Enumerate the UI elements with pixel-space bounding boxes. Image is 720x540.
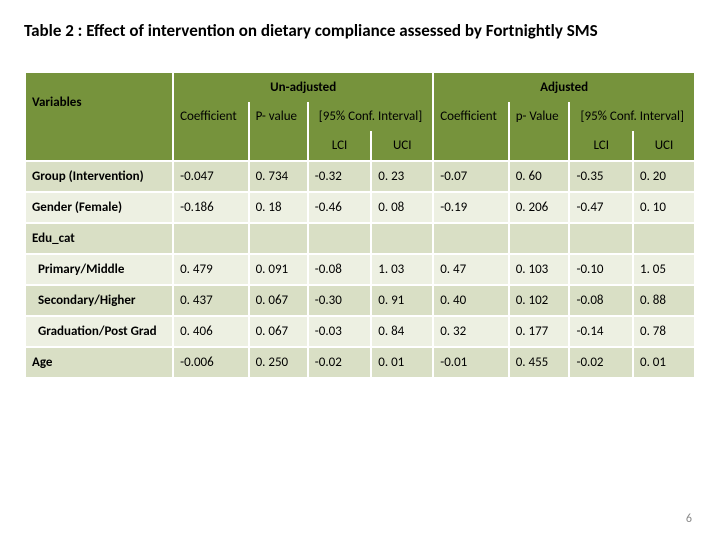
cell-value: 0. 479 — [173, 254, 248, 285]
cell-value: 0. 103 — [509, 254, 570, 285]
cell-value: 0. 177 — [509, 316, 570, 347]
data-table: Variables Un-adjusted Adjusted Coefficie… — [24, 71, 696, 379]
cell-value: -0.14 — [569, 316, 633, 347]
cell-value: 0. 01 — [633, 347, 695, 378]
header-p-un: P- value — [249, 102, 308, 131]
cell-value: 0. 47 — [433, 254, 508, 285]
row-label: Group (Intervention) — [25, 161, 173, 192]
header-coef-adj: Coefficient — [433, 102, 508, 131]
header-p-adj: p- Value — [509, 102, 570, 131]
cell-value: 0. 091 — [249, 254, 308, 285]
cell-value: 0. 78 — [633, 316, 695, 347]
cell-value: 0. 067 — [249, 285, 308, 316]
cell-value — [173, 223, 248, 254]
row-label: Edu_cat — [25, 223, 173, 254]
table-body: Group (Intervention)-0.0470. 734-0.320. … — [25, 161, 695, 378]
cell-value: 0. 23 — [371, 161, 433, 192]
cell-value: -0.08 — [569, 285, 633, 316]
cell-value: -0.08 — [308, 254, 372, 285]
cell-value: -0.047 — [173, 161, 248, 192]
cell-value — [249, 223, 308, 254]
header-lci-adj: LCI — [569, 131, 633, 161]
cell-value: 1. 05 — [633, 254, 695, 285]
cell-value: 0. 40 — [433, 285, 508, 316]
cell-value: 0. 18 — [249, 192, 308, 223]
cell-value: 0. 406 — [173, 316, 248, 347]
cell-value: -0.30 — [308, 285, 372, 316]
cell-value: 0. 437 — [173, 285, 248, 316]
table-row: Group (Intervention)-0.0470. 734-0.320. … — [25, 161, 695, 192]
cell-value: 0. 20 — [633, 161, 695, 192]
cell-value: 0. 102 — [509, 285, 570, 316]
cell-value: 0. 91 — [371, 285, 433, 316]
cell-value: -0.46 — [308, 192, 372, 223]
cell-value: -0.35 — [569, 161, 633, 192]
row-label: Graduation/Post Grad — [25, 316, 173, 347]
cell-value: -0.19 — [433, 192, 508, 223]
cell-value — [509, 223, 570, 254]
cell-value: -0.10 — [569, 254, 633, 285]
cell-value: 0. 734 — [249, 161, 308, 192]
row-label: Primary/Middle — [25, 254, 173, 285]
cell-value: 0. 32 — [433, 316, 508, 347]
header-ci-un: [95% Conf. Interval] — [308, 102, 433, 131]
cell-value: -0.01 — [433, 347, 508, 378]
header-coef-un: Coefficient — [173, 102, 248, 131]
cell-value — [308, 223, 372, 254]
cell-value — [433, 223, 508, 254]
row-label: Age — [25, 347, 173, 378]
header-variables: Variables — [25, 72, 173, 131]
cell-value: -0.186 — [173, 192, 248, 223]
cell-value: -0.47 — [569, 192, 633, 223]
cell-value — [371, 223, 433, 254]
cell-value: 0. 067 — [249, 316, 308, 347]
row-label: Gender (Female) — [25, 192, 173, 223]
table-row: Gender (Female)-0.1860. 18-0.460. 08-0.1… — [25, 192, 695, 223]
table-row: Primary/Middle0. 4790. 091-0.081. 030. 4… — [25, 254, 695, 285]
table-row: Secondary/Higher0. 4370. 067-0.300. 910.… — [25, 285, 695, 316]
row-label: Secondary/Higher — [25, 285, 173, 316]
cell-value: -0.32 — [308, 161, 372, 192]
cell-value: 0. 455 — [509, 347, 570, 378]
cell-value: 0. 08 — [371, 192, 433, 223]
header-unadjusted: Un-adjusted — [173, 72, 433, 102]
header-uci-adj: UCI — [633, 131, 695, 161]
cell-value — [569, 223, 633, 254]
cell-value: -0.006 — [173, 347, 248, 378]
table-row: Age-0.0060. 250-0.020. 01-0.010. 455-0.0… — [25, 347, 695, 378]
cell-value: -0.07 — [433, 161, 508, 192]
page-number: 6 — [686, 512, 692, 526]
header-lci-un: LCI — [308, 131, 372, 161]
header-uci-un: UCI — [371, 131, 433, 161]
cell-value: 0. 206 — [509, 192, 570, 223]
cell-value: 0. 10 — [633, 192, 695, 223]
cell-value: 0. 01 — [371, 347, 433, 378]
table-title: Table 2 : Effect of intervention on diet… — [24, 20, 696, 41]
table-row: Graduation/Post Grad0. 4060. 067-0.030. … — [25, 316, 695, 347]
cell-value: 1. 03 — [371, 254, 433, 285]
cell-value: -0.02 — [308, 347, 372, 378]
header-adjusted: Adjusted — [433, 72, 695, 102]
cell-value — [633, 223, 695, 254]
cell-value: 0. 84 — [371, 316, 433, 347]
cell-value: 0. 88 — [633, 285, 695, 316]
cell-value: -0.02 — [569, 347, 633, 378]
table-row: Edu_cat — [25, 223, 695, 254]
cell-value: -0.03 — [308, 316, 372, 347]
cell-value: 0. 60 — [509, 161, 570, 192]
cell-value: 0. 250 — [249, 347, 308, 378]
header-ci-adj: [95% Conf. Interval] — [569, 102, 695, 131]
